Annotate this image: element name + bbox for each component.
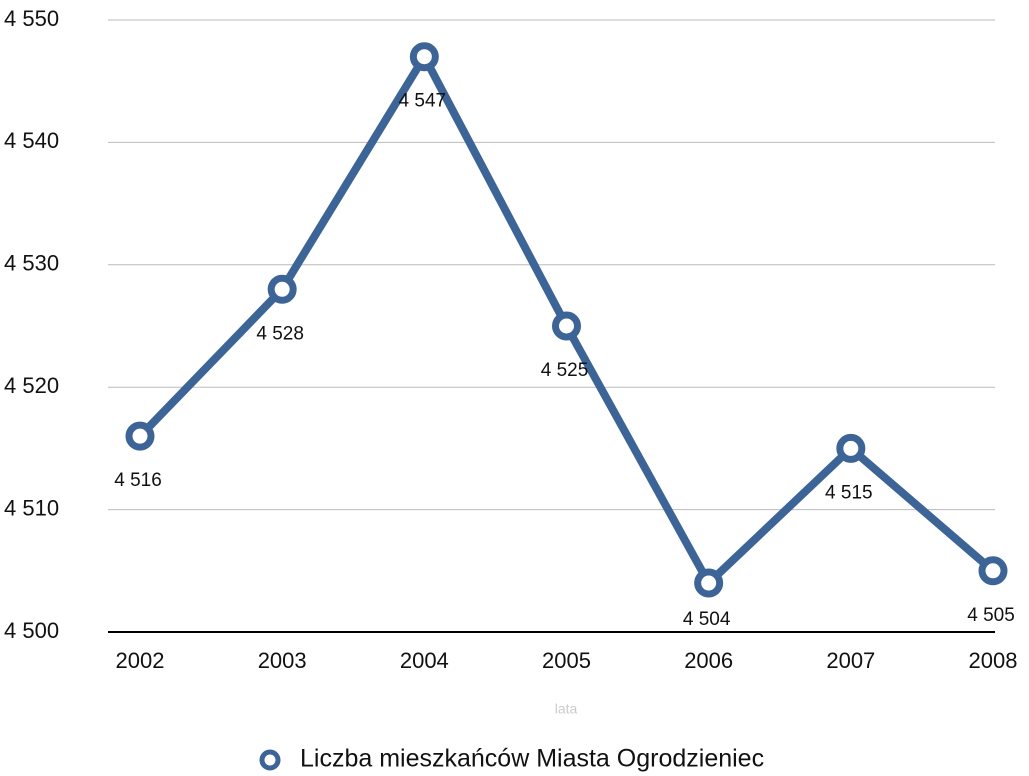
- x-tick-label: 2002: [116, 648, 165, 673]
- point-marker: [125, 421, 155, 451]
- point-marker: [694, 568, 724, 598]
- x-tick-label: 2004: [400, 648, 449, 673]
- data-label: 4 547: [399, 91, 447, 112]
- data-label: 4 525: [541, 360, 589, 381]
- data-label: 4 505: [967, 605, 1015, 626]
- data-label: 4 504: [683, 609, 731, 630]
- y-tick-label: 4 520: [4, 373, 59, 398]
- point-marker: [978, 556, 1008, 586]
- data-label: 4 516: [114, 470, 162, 491]
- point-marker: [409, 42, 439, 72]
- point-marker: [552, 311, 581, 341]
- x-tick-label: 2005: [542, 648, 591, 673]
- data-label: 4 528: [256, 323, 304, 344]
- legend-label: Liczba mieszkańców Miasta Ogrodzieniec: [300, 745, 764, 773]
- x-tick-label: 2008: [969, 648, 1018, 673]
- y-tick-label: 4 550: [4, 6, 59, 31]
- point-marker: [836, 433, 866, 463]
- y-tick-label: 4 510: [4, 495, 59, 520]
- legend-marker: [259, 749, 281, 771]
- x-tick-label: 2007: [826, 648, 875, 673]
- y-tick-label: 4 530: [4, 251, 59, 276]
- x-tick-label: 2003: [258, 648, 307, 673]
- data-label: 4 515: [825, 482, 873, 503]
- y-tick-label: 4 540: [4, 128, 59, 153]
- x-tick-label: 2006: [684, 648, 733, 673]
- x-axis-label: lata: [555, 701, 578, 717]
- point-marker: [267, 274, 297, 304]
- y-tick-label: 4 500: [4, 618, 59, 643]
